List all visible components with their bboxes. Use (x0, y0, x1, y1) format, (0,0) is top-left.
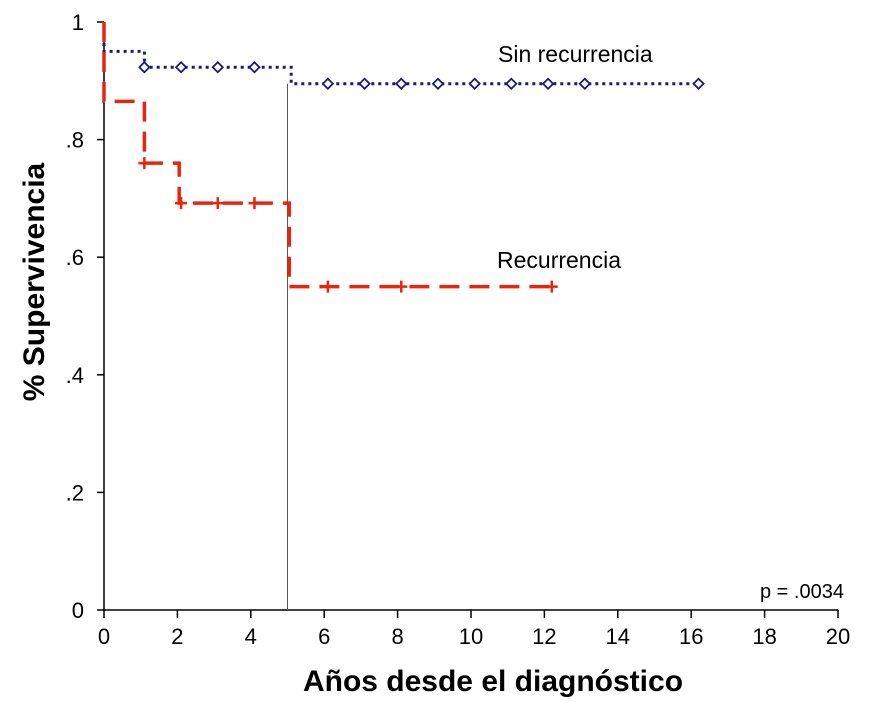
censor-mark (248, 61, 261, 74)
censor-mark (175, 197, 188, 210)
censor-mark (431, 77, 445, 91)
censor-mark (138, 61, 151, 74)
censor-mark (394, 77, 408, 91)
x-axis-ticks: 0 2 4 6 8 10 12 14 16 18 20 (98, 610, 850, 649)
y-axis-title: % Supervivencia (18, 162, 51, 401)
axes (103, 22, 838, 611)
survival-curve-recurrencia (102, 22, 556, 289)
censor-mark (211, 197, 224, 210)
censor-mark (138, 157, 151, 170)
x-tick-label: 16 (679, 624, 703, 649)
x-tick-label: 14 (606, 624, 630, 649)
censor-mark (211, 61, 225, 74)
series-label-sin-recurrencia: Sin recurrencia (498, 41, 653, 67)
y-tick-label: .4 (66, 363, 84, 388)
y-tick-label: 1 (72, 10, 84, 35)
censor-mark (321, 280, 334, 293)
survival-curves (102, 22, 705, 293)
series-label-recurrencia: Recurrencia (497, 247, 621, 273)
x-tick-label: 0 (98, 624, 110, 649)
censor-mark (692, 77, 705, 91)
y-tick-label: 0 (72, 598, 84, 623)
series-recurrencia (102, 22, 558, 293)
series-sin-recurrencia (102, 22, 705, 91)
x-tick-label: 20 (826, 624, 850, 649)
y-tick-label: .6 (66, 245, 84, 270)
x-tick-label: 12 (532, 624, 556, 649)
x-tick-label: 2 (171, 624, 183, 649)
censor-mark (468, 77, 481, 91)
censor-mark (358, 77, 371, 91)
p-value-annotation: p = .0034 (760, 581, 844, 603)
y-axis-ticks: 0 .2 .4 .6 .8 1 (66, 10, 104, 623)
censor-mark (505, 77, 518, 91)
x-tick-label: 10 (459, 624, 483, 649)
censor-mark (395, 280, 408, 293)
x-tick-label: 18 (752, 624, 776, 649)
y-tick-label: .8 (66, 128, 84, 153)
x-axis-title: Años desde el diagnóstico (303, 665, 683, 698)
censor-mark (321, 77, 335, 91)
x-tick-label: 8 (391, 624, 403, 649)
y-tick-label: .2 (66, 480, 84, 505)
censor-mark (545, 280, 558, 293)
censor-mark (248, 197, 261, 210)
x-tick-label: 4 (245, 624, 257, 649)
censor-mark (541, 77, 555, 91)
censor-mark (174, 61, 188, 74)
censor-mark (578, 77, 592, 91)
x-tick-label: 6 (318, 624, 330, 649)
